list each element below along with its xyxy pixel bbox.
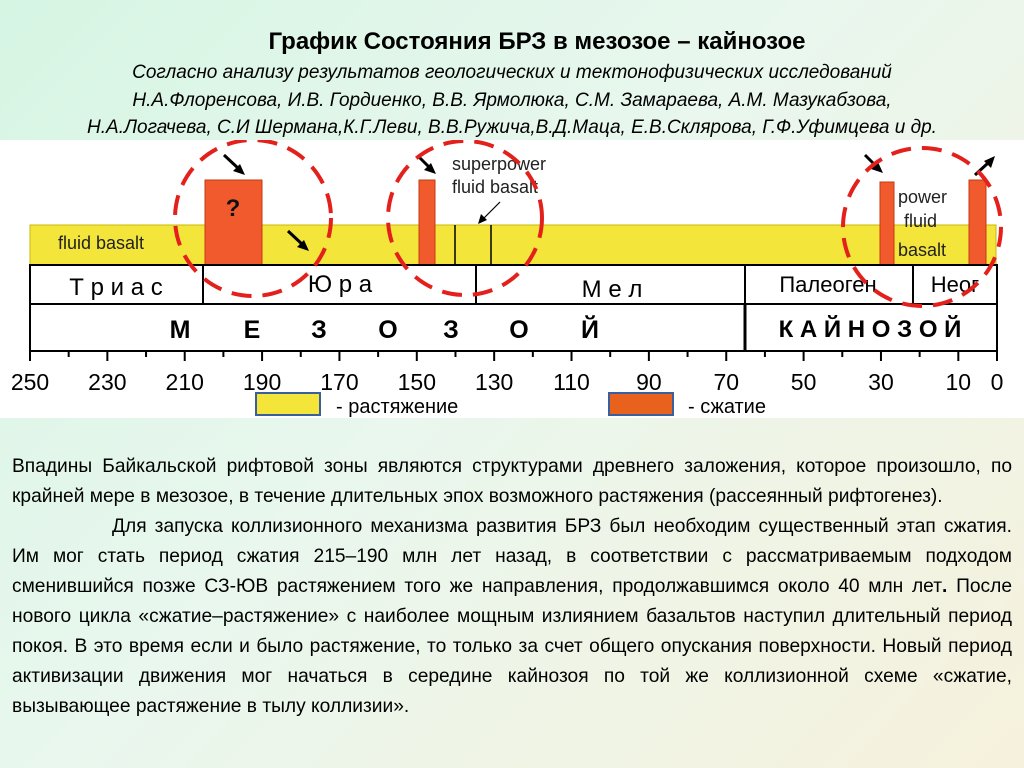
timeline-diagram: fluid basalt ? superpower fluid basalt p… [11,140,1004,418]
header: График Состояния БРЗ в мезозое – кайнозо… [0,0,1024,140]
arrow-icon [286,229,309,251]
power-label-line3: basalt [898,240,946,260]
page-title: График Состояния БРЗ в мезозое – кайнозо… [268,28,806,55]
compression-bar-neogene [968,179,987,266]
subtitle-line-2: Н.А.Флоренсова, И.В. Гордиенко, В.В. Ярм… [132,90,892,111]
axis-tick-label: 50 [791,369,817,395]
axis-tick-label: 70 [713,369,739,395]
question-mark: ? [226,195,241,222]
legend-compression-label: - сжатие [688,396,766,418]
compression-bar-jurassic [204,179,263,266]
paragraph-1: Впадины Байкальской рифтовой зоны являют… [12,456,1012,507]
axis-tick-label: 110 [553,369,590,395]
period-jura: Ю р а [308,271,373,298]
fluid-basalt-label: fluid basalt [58,233,144,253]
era-mesozoic-letter: О [378,316,397,344]
era-mesozoic-letter: Й [581,314,599,344]
axis-tick-label: 190 [243,369,281,395]
axis-ticks [29,351,998,361]
axis-tick-label: 250 [11,369,49,395]
legend-compression-swatch [608,392,674,416]
superpower-label-line1: superpower [452,154,546,174]
legend-extension-swatch [255,392,321,416]
power-label-line2: fluid [904,211,937,231]
arrow-icon [222,153,245,175]
compression-bar-cretaceous [418,179,436,266]
body-text: Впадины Байкальской рифтовой зоны являют… [12,452,1012,722]
era-mesozoic-letter: М [170,316,191,344]
axis-tick-label: 10 [946,369,972,395]
period-mel: М е л [582,276,643,303]
era-mesozoic-letter: О [509,316,528,344]
extension-band [29,224,997,266]
arrow-icon [416,154,436,174]
highlight-circle [386,140,544,297]
legend-extension-label: - растяжение [336,396,458,418]
superpower-pointer-line [481,201,501,221]
superpower-label-line2: fluid basalt [452,177,538,197]
period-trias: Т р и а с [69,274,162,301]
subtitle-line-3: Н.А.Логачева, С.И Шермана,К.Г.Леви, В.В.… [87,117,937,138]
highlight-circle [841,146,1003,308]
axis-tick-label: 210 [166,369,204,395]
axis-tick-label: 150 [398,369,436,395]
power-label-line1: power [898,187,947,207]
subtitle-line-1: Согласно анализу результатов геологическ… [132,62,892,83]
paragraph-2-bold: . [942,576,948,597]
era-mesozoic-letter: Е [244,316,261,344]
axis-tick-label: 90 [636,369,662,395]
axis-tick-label: 170 [320,369,358,395]
era-mesozoic-letter: З [311,316,327,344]
highlight-circle [173,140,333,298]
era-row [29,303,998,352]
era-mesozoic-letter: З [443,316,459,344]
axis-tick-label: 230 [88,369,126,395]
axis-tick-label: 130 [475,369,513,395]
axis-labels: 250 230 210 190 170 150 130 110 90 70 50 30 10 0 [11,369,1004,395]
paragraph-2: Для запуска коллизионного механизма разв… [12,512,1012,722]
paragraph-2-text: Для запуска коллизионного механизма разв… [12,516,1012,597]
era-cenozoic: К А Й Н О З О Й [779,315,962,343]
period-neogen: Неог [931,272,979,297]
compression-bar-paleogene [879,181,895,266]
paragraph-2-text-continued: После нового цикла «сжатие–растяжение» с… [12,576,1012,717]
axis-tick-label: 30 [868,369,894,395]
superpower-pointer-head [478,214,487,224]
axis-tick-label: 0 [991,369,1004,395]
period-row [29,264,998,305]
